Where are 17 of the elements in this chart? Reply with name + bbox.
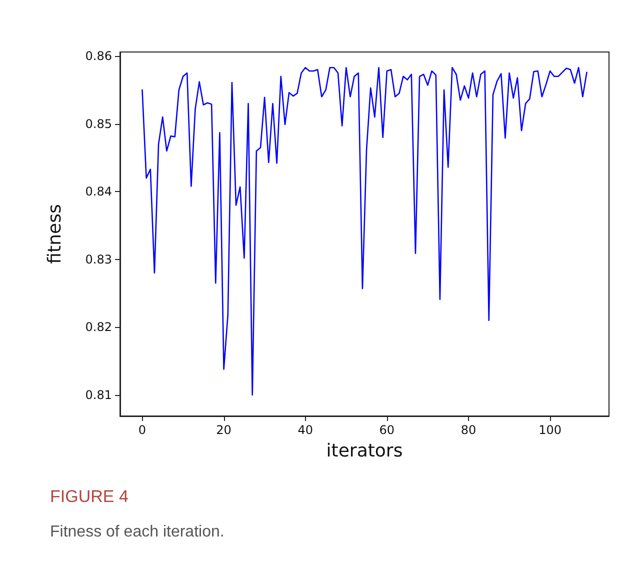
text: Fitness of each iteration.: [50, 524, 224, 540]
y-tick-label: 0.83: [85, 252, 112, 266]
caption: FIGURE 4: [50, 487, 128, 506]
y-tick-label: 0.85: [85, 116, 112, 131]
x-tick-label: 40: [298, 423, 314, 437]
x-tick-label: 20: [216, 423, 232, 437]
y-tick-label: 0.81: [85, 388, 112, 402]
x-tick-label: 60: [379, 423, 395, 437]
x-tick-label: 80: [460, 423, 476, 437]
line-series: [142, 66, 588, 396]
y-tick-label: 0.82: [85, 320, 112, 334]
x-tick-label: 0: [138, 423, 146, 437]
y-tick-label: 0.86: [85, 49, 112, 64]
x-axis-title: iterators: [326, 440, 403, 462]
x-tick-label: 100: [538, 423, 562, 437]
y-tick-label: 0.84: [85, 184, 112, 199]
y-axis-title: fitness: [44, 204, 66, 264]
